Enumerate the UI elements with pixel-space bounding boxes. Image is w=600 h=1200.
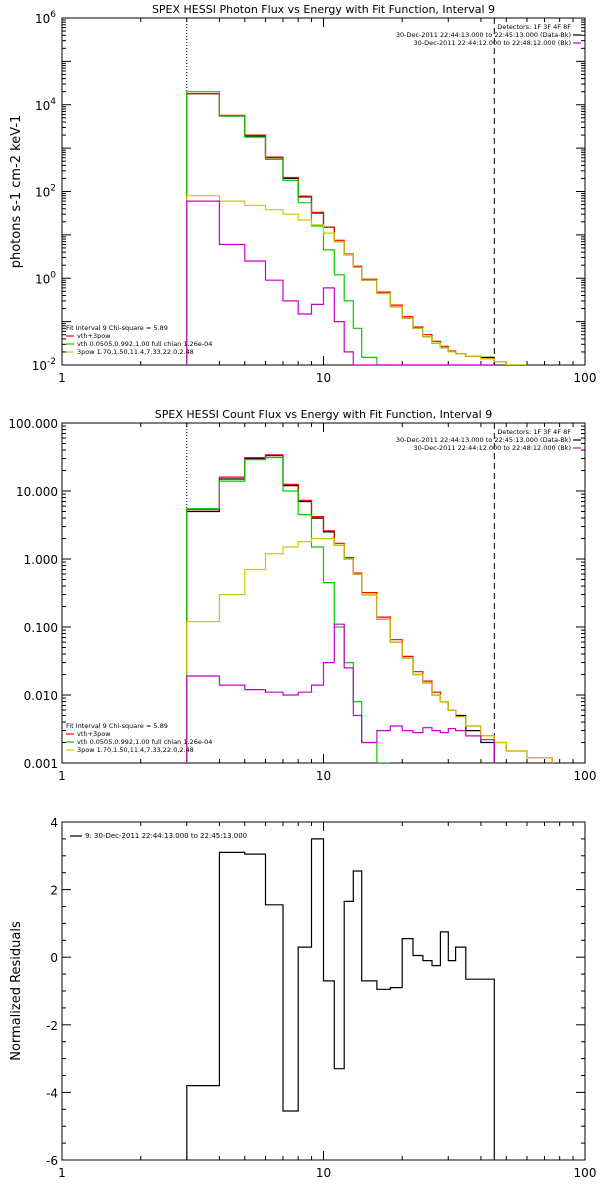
y-tick-label: -4 [46, 1086, 58, 1100]
legend-entry: vth 0.0505,0.992,1.00 full chian 1.26e-0… [77, 738, 212, 746]
y-tick-label: 104 [35, 97, 56, 113]
x-tick-label: 1 [58, 371, 66, 385]
chart-title: SPEX HESSI Photon Flux vs Energy with Fi… [152, 3, 495, 16]
y-tick-label: 100.000 [8, 417, 58, 431]
y-tick-label: -6 [46, 1154, 58, 1168]
legend-entry: vth 0.0505,0.992,1.00 full chian 1.26e-0… [77, 340, 212, 348]
y-tick-label: 10.000 [16, 485, 58, 499]
x-tick-label: 1 [58, 769, 66, 783]
x-tick-label: 1 [58, 1166, 66, 1180]
x-tick-label: 100 [574, 1166, 597, 1180]
legend-entry: 30-Dec-2011 22:44:13.000 to 22:45:13.000… [396, 436, 571, 444]
residuals-panel: 1 10 100 -6 -4 -2 0 2 4 Normalized Residuals 9: 30… [9, 816, 596, 1180]
legend-entry: 9: 30-Dec-2011 22:44:13.000 to 22:45:13.… [85, 832, 247, 840]
chart-title: SPEX HESSI Count Flux vs Energy with Fit… [155, 408, 492, 421]
y-tick-label: 10-2 [32, 357, 56, 373]
y-tick-label: 0.001 [24, 757, 58, 771]
y-axis-label: Normalized Residuals [9, 921, 24, 1061]
x-tick-label: 10 [316, 769, 331, 783]
series-line-vth-3pow [186, 93, 527, 365]
series-line-bk [186, 200, 495, 365]
count-flux-panel: SPEX HESSI Count Flux vs Energy with Fit… [8, 408, 596, 783]
photon-flux-panel: SPEX HESSI Photon Flux vs Energy with Fi… [9, 3, 596, 385]
plot-frame [61, 422, 586, 764]
y-tick-label: 2 [50, 884, 58, 898]
y-tick-label: 0 [50, 951, 58, 965]
legend-entry: vth+3pow [77, 332, 111, 340]
x-tick-label: 10 [316, 371, 331, 385]
legend-entry: 3pow 1.70,1.50,11.4,7.33,22.0,2.48 [77, 348, 194, 356]
series-group [186, 454, 553, 763]
legend-entry: Detectors: 1F 3F 4F 8F [497, 23, 571, 31]
legend-entry: Fit Interval 9 Chi-square = 5.89 [66, 324, 168, 332]
y-tick-label: 106 [35, 10, 56, 26]
plot-frame [61, 17, 586, 366]
y-tick-label: 1.000 [24, 553, 58, 567]
x-tick-label: 10 [316, 1166, 331, 1180]
series-line-vth [186, 91, 391, 365]
series-line-data-bk [186, 455, 495, 763]
legend-entry: Fit Interval 9 Chi-square = 5.89 [66, 722, 168, 730]
y-tick-label: 100 [35, 270, 56, 286]
x-tick-label: 100 [574, 371, 597, 385]
y-axis-label: photons s-1 cm-2 keV-1 [9, 115, 24, 269]
series-line-9-30-dec-2011-22-44-13-0 [186, 838, 495, 1160]
y-tick-label: 0.010 [24, 689, 58, 703]
legend-entry: 30-Dec-2011 22:44:12.000 to 22:48:12.000… [414, 444, 572, 452]
legend-entry: 30-Dec-2011 22:44:13.000 to 22:45:13.000… [396, 31, 571, 39]
legend-entry: 30-Dec-2011 22:44:12.000 to 22:48:12.000… [414, 39, 572, 47]
y-tick-label: 102 [35, 184, 56, 200]
series-line-data-bk [186, 93, 495, 365]
legend-entry: 3pow 1.70,1.50,11.4,7.33,22.0,2.48 [77, 746, 194, 754]
legend-entry: vth+3pow [77, 730, 111, 738]
x-tick-label: 100 [574, 769, 597, 783]
series-line-3pow [186, 537, 553, 763]
series-group [186, 838, 495, 1160]
y-tick-label: 0.100 [24, 621, 58, 635]
y-tick-label: 4 [50, 816, 58, 830]
series-line-vth-3pow [186, 454, 553, 763]
y-tick-label: -2 [46, 1019, 58, 1033]
series-line-3pow [186, 195, 527, 365]
legend-entry: Detectors: 1F 3F 4F 8F [497, 428, 571, 436]
series-line-bk [186, 623, 495, 763]
series-group [186, 91, 527, 365]
series-line-vth [186, 457, 391, 763]
